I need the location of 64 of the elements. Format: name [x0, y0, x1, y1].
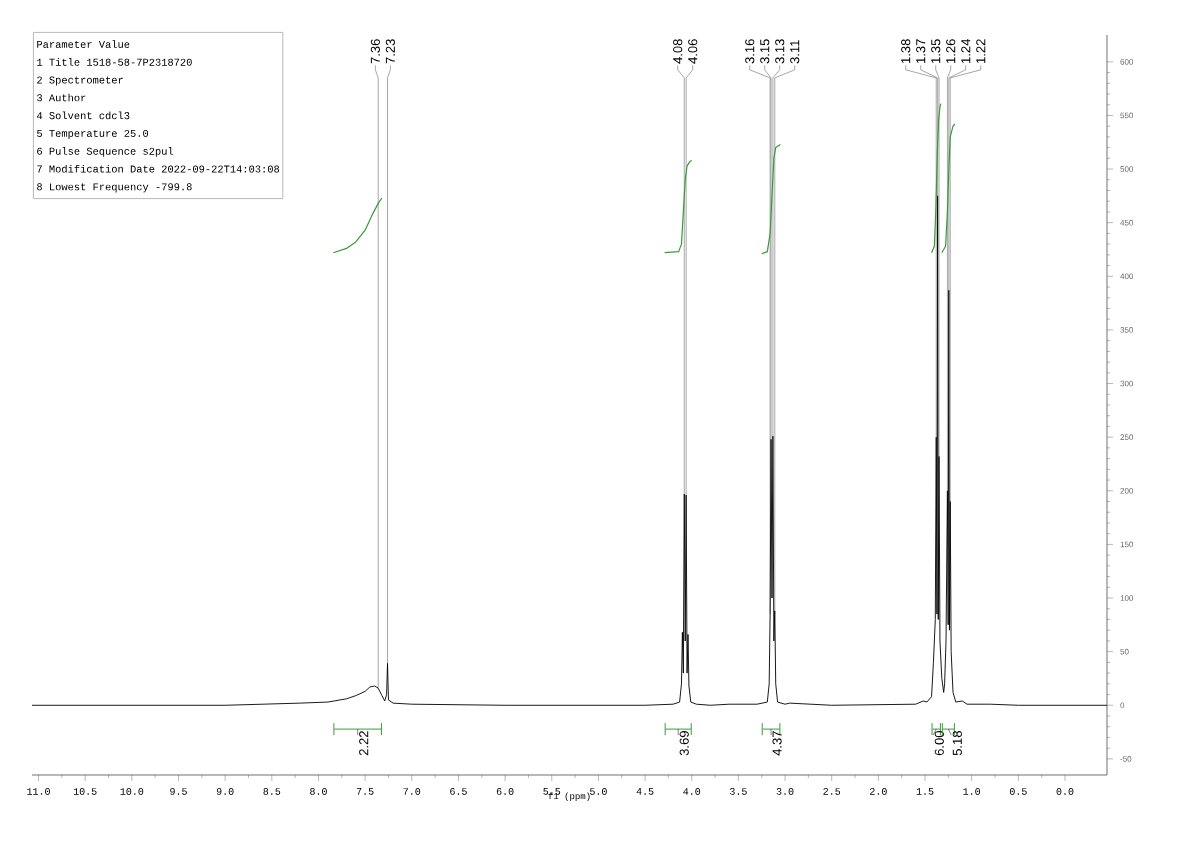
x-tick-label: 8.0 — [310, 788, 327, 795]
annotation: Parameter Value — [37, 40, 130, 48]
annotation: 1.22 — [976, 39, 986, 63]
y-tick-label: 250 — [1120, 434, 1134, 440]
annotation: 5.18 — [952, 731, 962, 756]
x-tick-label: 6.5 — [450, 788, 467, 795]
y-tick-label: 100 — [1120, 595, 1134, 601]
x-tick-label: 3.0 — [776, 788, 794, 795]
y-tick-label: 550 — [1120, 112, 1134, 119]
annotation: 2 Spectrometer — [37, 76, 123, 86]
x-tick-label: 6.0 — [496, 788, 514, 795]
annotation: 7 Modification Date 2022-09-22T14:03:08 — [37, 164, 280, 173]
y-tick-label: 0 — [1120, 702, 1125, 709]
y-tick-label: 150 — [1120, 541, 1134, 548]
annotation: 8 Lowest Frequency -799.8 — [37, 183, 192, 193]
annotation: 1.35 — [931, 39, 941, 63]
x-tick-label: 9.5 — [170, 788, 187, 795]
x-tick-label: 3.5 — [730, 788, 747, 795]
x-tick-label: 1.0 — [963, 788, 981, 795]
x-tick-label: 1.5 — [916, 788, 934, 795]
x-tick-label: 7.0 — [403, 788, 421, 795]
annotation: 1 Title 1518-58-7P2318720 — [37, 58, 192, 66]
y-tick-label: 400 — [1120, 273, 1134, 280]
x-tick-label: 5.0 — [590, 788, 607, 795]
annotation: 3.11 — [790, 40, 800, 64]
annotation: 1.38 — [901, 39, 911, 63]
y-tick-label: 500 — [1120, 166, 1134, 172]
annotation: 4.37 — [772, 731, 782, 756]
x-tick-label: 10.0 — [120, 788, 144, 795]
x-tick-label: 0.5 — [1009, 788, 1027, 795]
x-tick-label: 0.0 — [1056, 788, 1074, 795]
annotation: 7.36 — [370, 39, 380, 64]
x-tick-label: 11.0 — [27, 788, 50, 795]
annotation: 2.22 — [359, 731, 369, 756]
annotation: 4.08 — [673, 39, 683, 64]
annotation: 7.23 — [385, 39, 395, 64]
annotation: 5 Temperature 25.0 — [37, 129, 149, 140]
annotation: 6.00 — [934, 731, 944, 756]
annotation: 1.24 — [961, 39, 971, 63]
y-tick-label: 50 — [1120, 648, 1129, 655]
x-tick-label: 2.5 — [823, 788, 841, 795]
x-tick-label: 10.5 — [73, 788, 97, 795]
x-tick-label: 8.5 — [263, 788, 281, 795]
x-tick-label: 4.0 — [683, 788, 701, 795]
y-tick-label: -50 — [1120, 756, 1132, 762]
x-tick-label: 7.5 — [356, 788, 374, 795]
annotation: 3.69 — [679, 731, 689, 756]
y-tick-label: 450 — [1120, 219, 1134, 226]
y-tick-label: 600 — [1120, 58, 1134, 65]
annotation: 6 Pulse Sequence s2pul — [37, 147, 174, 157]
y-tick-label: 300 — [1120, 380, 1134, 387]
x-tick-label: 9.0 — [216, 788, 234, 795]
annotation: 1.37 — [916, 39, 926, 63]
annotation: 3.13 — [775, 39, 785, 64]
y-tick-label: 350 — [1120, 327, 1134, 333]
annotation: 3.15 — [760, 39, 770, 64]
x-tick-label: 4.5 — [636, 788, 654, 795]
annotation: 3 Author — [37, 93, 86, 102]
annotation: 3.16 — [745, 39, 755, 64]
x-tick-label: 2.0 — [870, 788, 887, 795]
annotation: 4 Solvent cdcl3 — [36, 111, 130, 120]
annotation: 4.06 — [688, 39, 698, 64]
y-tick-label: 200 — [1120, 487, 1134, 494]
annotation: 1.26 — [946, 39, 956, 63]
